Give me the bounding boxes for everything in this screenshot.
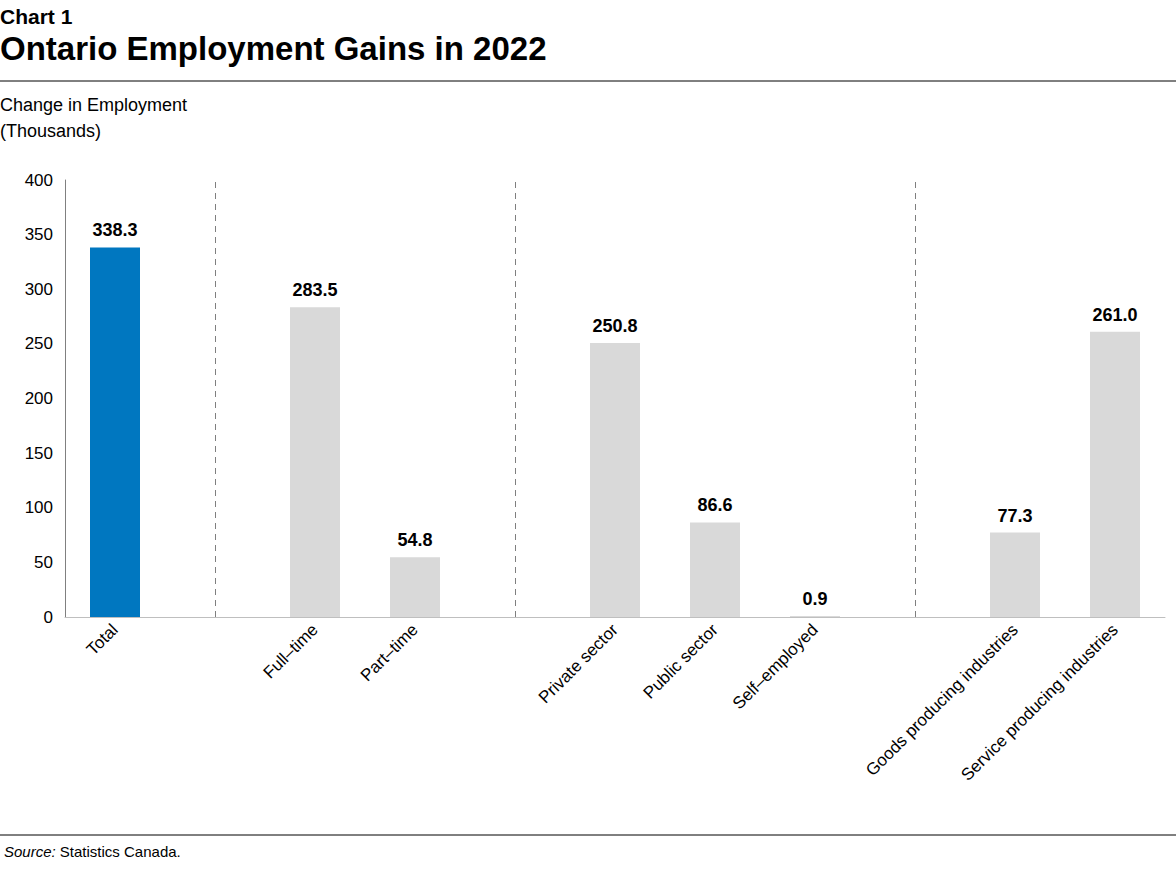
svg-text:300: 300 bbox=[25, 280, 53, 299]
svg-text:Source:: Source: bbox=[4, 843, 56, 860]
svg-text:50: 50 bbox=[34, 553, 53, 572]
svg-text:Self–employed: Self–employed bbox=[729, 620, 822, 713]
svg-text:Private sector: Private sector bbox=[535, 620, 622, 707]
svg-text:Part–time: Part–time bbox=[357, 620, 422, 685]
svg-text:250: 250 bbox=[25, 334, 53, 353]
svg-text:0: 0 bbox=[44, 608, 53, 627]
svg-text:(Thousands): (Thousands) bbox=[0, 121, 101, 141]
svg-text:0.9: 0.9 bbox=[802, 589, 827, 609]
svg-text:86.6: 86.6 bbox=[697, 495, 732, 515]
svg-text:150: 150 bbox=[25, 444, 53, 463]
svg-text:Goods producing industries: Goods producing industries bbox=[862, 620, 1022, 780]
svg-text:100: 100 bbox=[25, 498, 53, 517]
svg-text:77.3: 77.3 bbox=[997, 506, 1032, 526]
svg-text:250.8: 250.8 bbox=[592, 316, 637, 336]
svg-text:200: 200 bbox=[25, 389, 53, 408]
svg-text:283.5: 283.5 bbox=[292, 280, 337, 300]
svg-text:Chart 1: Chart 1 bbox=[0, 5, 73, 28]
svg-text:261.0: 261.0 bbox=[1092, 305, 1137, 325]
svg-text:338.3: 338.3 bbox=[92, 220, 137, 240]
svg-text:Service producing industries: Service producing industries bbox=[957, 620, 1121, 784]
svg-text:Change in Employment: Change in Employment bbox=[0, 95, 187, 115]
svg-text:Ontario Employment Gains in 20: Ontario Employment Gains in 2022 bbox=[0, 30, 546, 67]
svg-text:Total: Total bbox=[83, 620, 122, 659]
svg-text:400: 400 bbox=[25, 171, 53, 190]
svg-text:350: 350 bbox=[25, 225, 53, 244]
svg-text:Public sector: Public sector bbox=[640, 620, 722, 702]
svg-text:Statistics Canada.: Statistics Canada. bbox=[56, 843, 181, 860]
svg-text:54.8: 54.8 bbox=[397, 530, 432, 550]
svg-text:Full–time: Full–time bbox=[260, 620, 322, 682]
